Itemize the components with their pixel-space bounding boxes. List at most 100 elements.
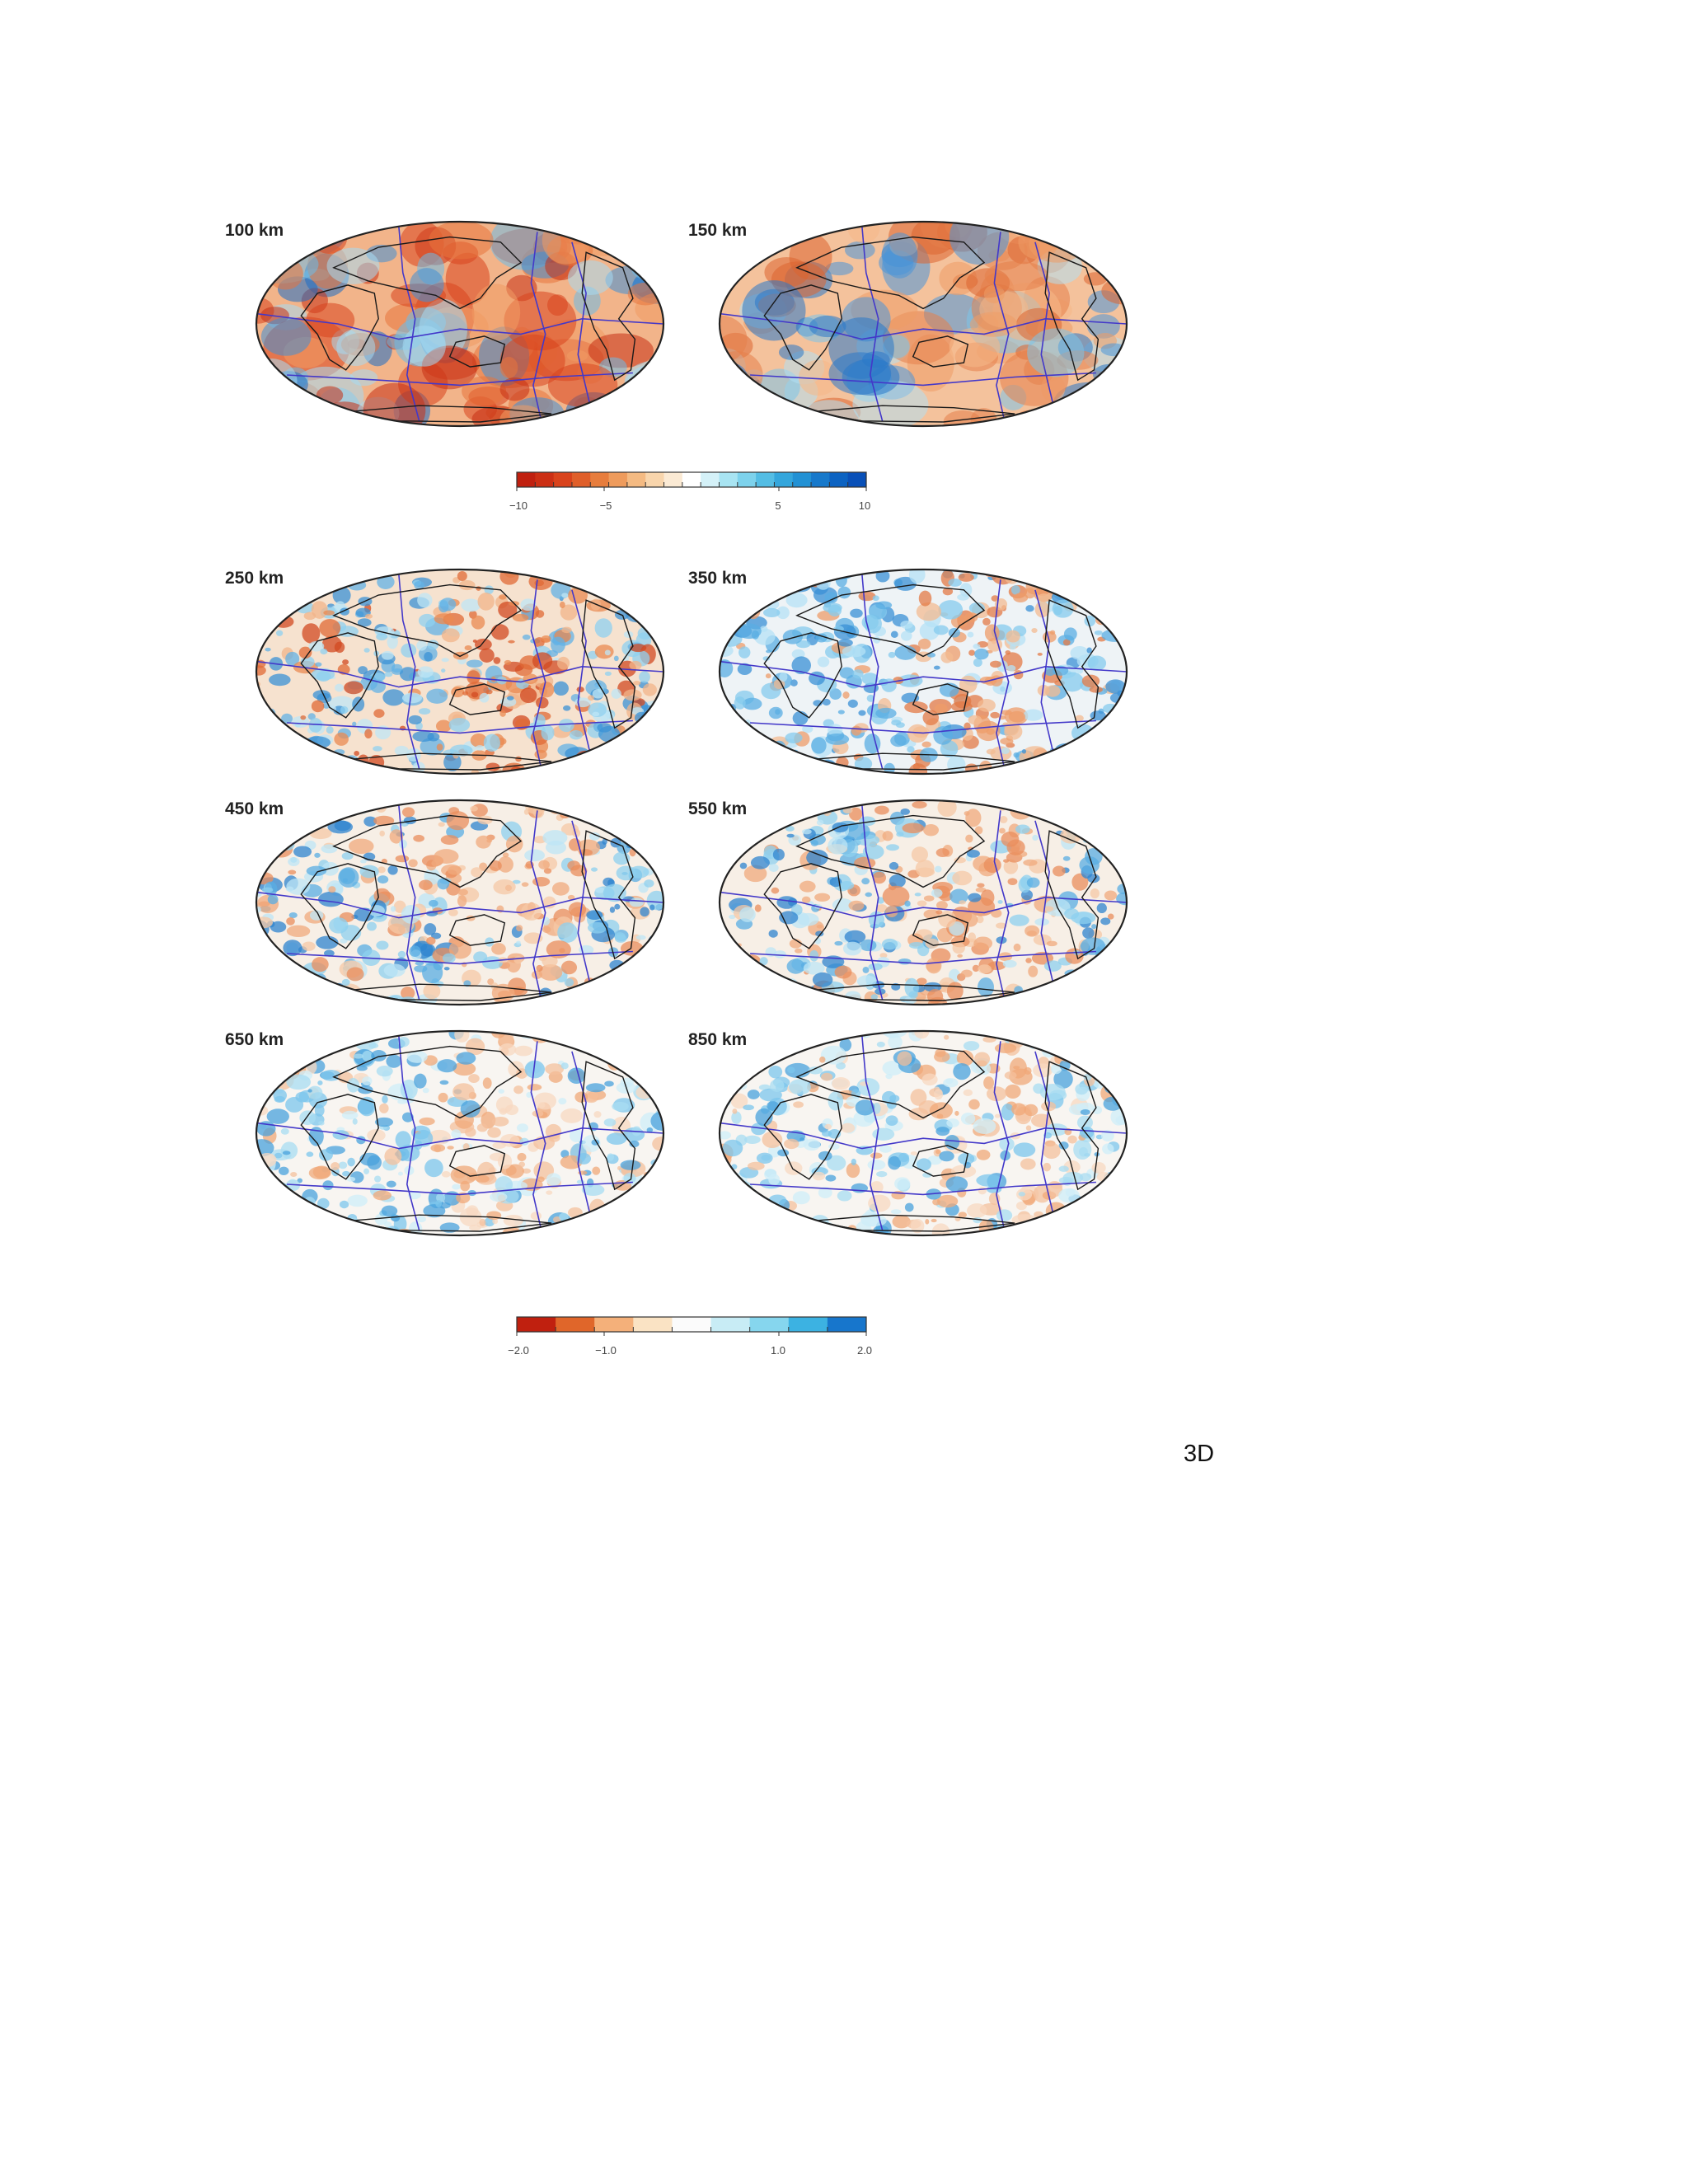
anomaly-blob bbox=[276, 732, 289, 740]
plate-boundary bbox=[398, 574, 420, 770]
anomaly-blob bbox=[752, 994, 766, 1003]
anomaly-blob bbox=[978, 1187, 987, 1195]
anomaly-blob bbox=[282, 1151, 291, 1155]
plate-boundary bbox=[1034, 1051, 1054, 1216]
anomaly-blob bbox=[516, 1123, 529, 1132]
anomaly-blob bbox=[1104, 615, 1111, 621]
map-border bbox=[255, 1029, 665, 1237]
anomaly-blob bbox=[384, 672, 393, 677]
anomaly-blob bbox=[1077, 588, 1100, 602]
coastline bbox=[912, 683, 969, 715]
anomaly-blob bbox=[468, 1074, 480, 1083]
anomaly-blob bbox=[274, 1152, 283, 1159]
anomaly-blob bbox=[785, 984, 804, 994]
colorbar-swatch bbox=[633, 1317, 673, 1332]
anomaly-blob bbox=[912, 800, 927, 808]
anomaly-blob bbox=[1108, 813, 1116, 818]
anomaly-blob bbox=[743, 1104, 754, 1111]
anomaly-blob bbox=[910, 1218, 925, 1234]
anomaly-blob bbox=[793, 1101, 804, 1108]
anomaly-blob bbox=[352, 1118, 358, 1125]
anomaly-blob bbox=[256, 800, 270, 810]
anomaly-blob bbox=[323, 610, 335, 616]
anomaly-blob bbox=[1086, 647, 1092, 654]
anomaly-blob bbox=[641, 1228, 649, 1233]
anomaly-blob bbox=[844, 241, 875, 260]
anomaly-blob bbox=[743, 1135, 761, 1145]
anomaly-blob bbox=[576, 1152, 591, 1165]
anomaly-blob bbox=[844, 930, 866, 944]
anomaly-blob bbox=[996, 922, 1007, 929]
anomaly-blob bbox=[647, 835, 663, 848]
anomaly-blob bbox=[900, 808, 910, 815]
anomaly-blob bbox=[558, 719, 574, 733]
anomaly-blob bbox=[994, 1043, 1017, 1054]
anomaly-blob bbox=[1090, 598, 1111, 614]
anomaly-blob bbox=[441, 628, 460, 643]
anomaly-blob bbox=[437, 1059, 457, 1073]
anomaly-blob bbox=[1118, 569, 1127, 582]
anomaly-blob bbox=[787, 571, 804, 588]
anomaly-blob bbox=[942, 587, 954, 596]
anomaly-blob bbox=[1102, 1143, 1114, 1155]
colorbar-swatch bbox=[774, 472, 794, 487]
anomaly-blob bbox=[953, 1062, 971, 1080]
anomaly-blob bbox=[408, 859, 418, 868]
anomaly-blob bbox=[256, 1031, 273, 1039]
anomaly-blob bbox=[485, 689, 493, 695]
anomaly-blob bbox=[267, 848, 277, 854]
anomaly-blob bbox=[524, 1060, 546, 1079]
anomaly-blob bbox=[806, 849, 828, 866]
anomaly-blob bbox=[438, 1092, 448, 1103]
anomaly-blob bbox=[1037, 685, 1050, 696]
anomaly-blob bbox=[256, 818, 263, 830]
anomaly-blob bbox=[1035, 1033, 1048, 1039]
anomaly-blob bbox=[369, 999, 381, 1005]
anomaly-blob bbox=[743, 989, 750, 994]
anomaly-blob bbox=[475, 1174, 490, 1183]
anomaly-blob bbox=[516, 925, 523, 932]
panel-label-350km: 350 km bbox=[688, 569, 748, 588]
anomaly-blob bbox=[876, 904, 888, 913]
plate-boundary bbox=[398, 227, 420, 422]
anomaly-blob bbox=[974, 1052, 991, 1066]
anomaly-blob bbox=[1081, 800, 1100, 813]
anomaly-blob bbox=[465, 1038, 485, 1056]
anomaly-blob bbox=[487, 978, 495, 986]
map-field bbox=[720, 1031, 1127, 1235]
anomaly-blob bbox=[342, 569, 358, 585]
anomaly-blob bbox=[422, 962, 443, 984]
anomaly-blob bbox=[1091, 602, 1104, 611]
anomaly-blob bbox=[557, 656, 570, 670]
map-border bbox=[718, 568, 1128, 776]
anomaly-blob bbox=[904, 977, 919, 998]
anomaly-blob bbox=[881, 678, 897, 692]
anomaly-blob bbox=[266, 1044, 274, 1054]
anomaly-blob bbox=[288, 857, 300, 866]
anomaly-blob bbox=[748, 570, 765, 580]
anomaly-blob bbox=[317, 1080, 323, 1085]
anomaly-blob bbox=[319, 569, 338, 587]
anomaly-blob bbox=[612, 746, 626, 757]
anomaly-blob bbox=[606, 995, 615, 1001]
anomaly-blob bbox=[915, 860, 935, 878]
anomaly-blob bbox=[768, 864, 779, 872]
anomaly-blob bbox=[875, 601, 893, 610]
plate-boundary bbox=[720, 891, 1127, 919]
anomaly-blob bbox=[750, 855, 770, 869]
anomaly-blob bbox=[652, 1216, 659, 1223]
anomaly-blob bbox=[330, 800, 349, 809]
plate-boundary bbox=[256, 660, 663, 688]
anomaly-blob bbox=[991, 909, 1002, 918]
anomaly-blob bbox=[950, 888, 968, 904]
anomaly-blob bbox=[588, 832, 601, 841]
anomaly-blob bbox=[293, 1217, 316, 1235]
anomaly-blob bbox=[523, 673, 538, 684]
plate-boundary bbox=[287, 950, 633, 965]
map-field bbox=[256, 222, 663, 426]
anomaly-blob bbox=[341, 1110, 359, 1120]
anomaly-blob bbox=[654, 1216, 661, 1222]
anomaly-blob bbox=[627, 827, 640, 839]
anomaly-blob bbox=[452, 1083, 475, 1101]
anomaly-blob bbox=[1011, 1103, 1027, 1116]
